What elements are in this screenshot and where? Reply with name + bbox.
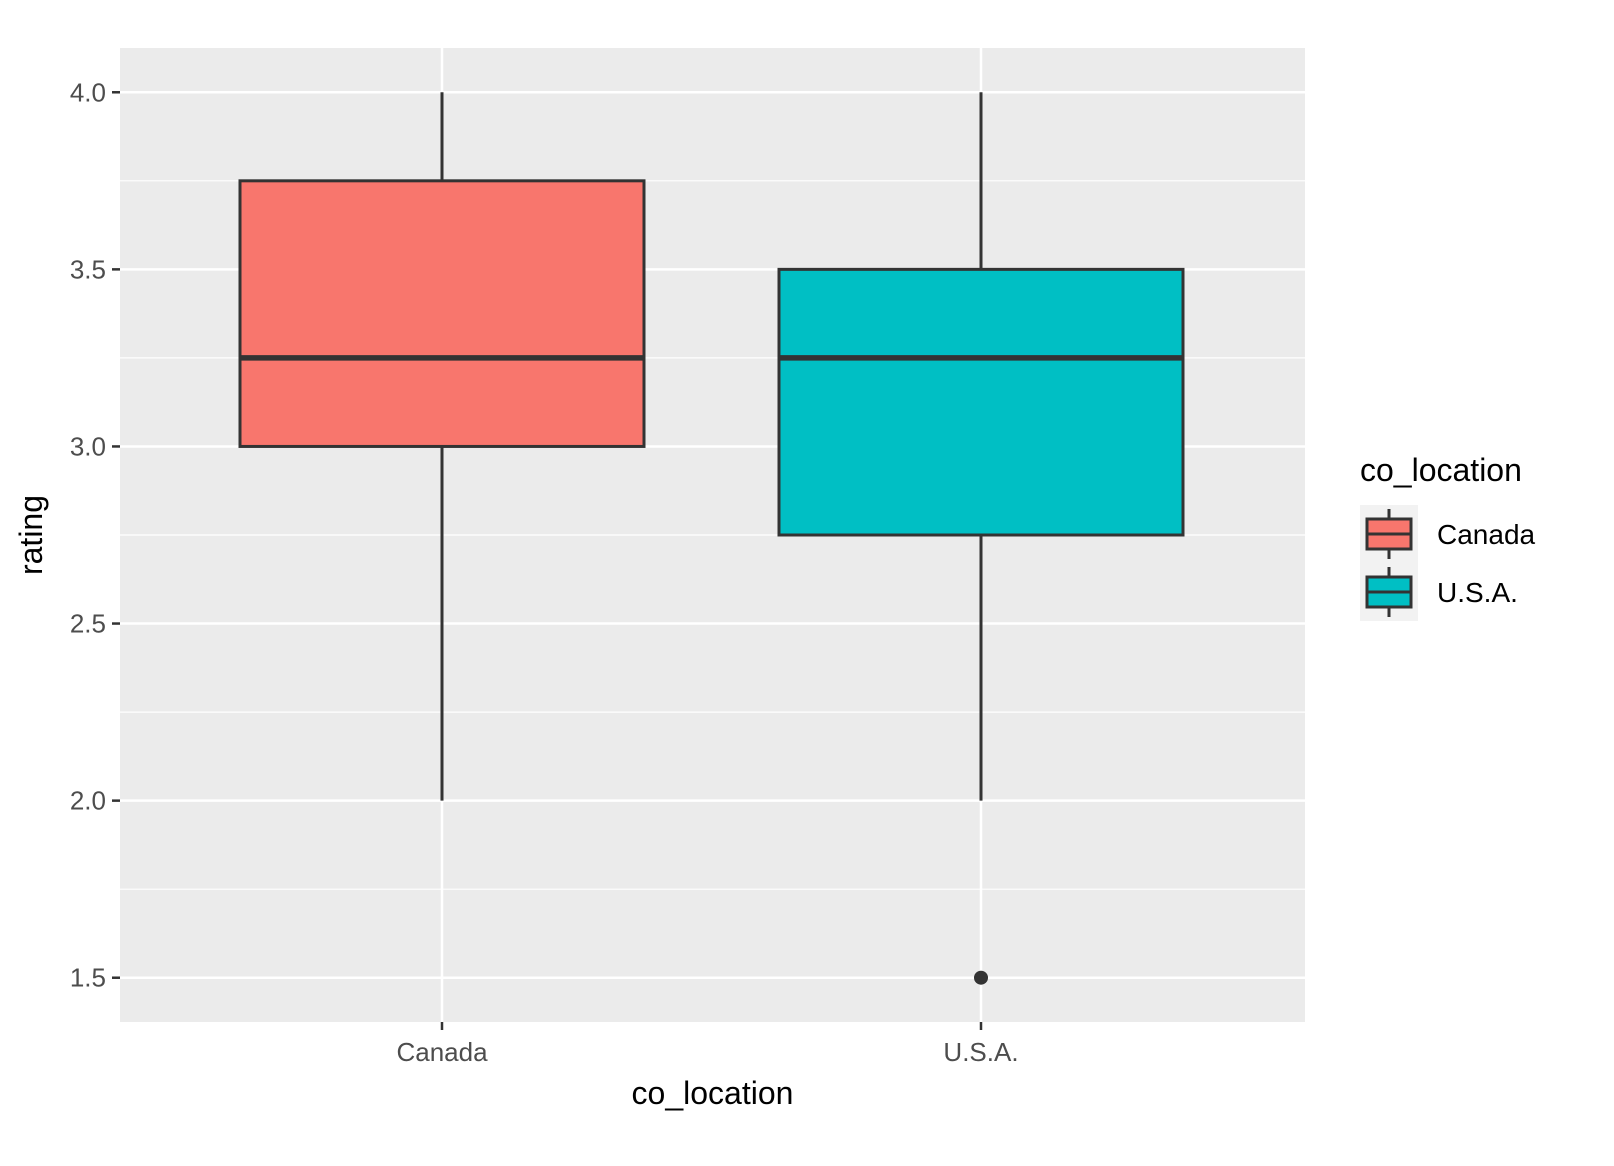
- x-axis-label: co_location: [632, 1075, 794, 1111]
- legend-label: U.S.A.: [1437, 577, 1518, 608]
- x-tick-label: Canada: [396, 1037, 488, 1067]
- y-tick-label: 1.5: [70, 963, 106, 993]
- y-tick-label: 3.0: [70, 431, 106, 461]
- outlier-point: [974, 970, 988, 985]
- legend-title: co_location: [1360, 452, 1522, 488]
- y-tick-label: 3.5: [70, 254, 106, 284]
- legend-label: Canada: [1437, 519, 1536, 550]
- y-tick-label: 4.0: [70, 77, 106, 107]
- y-axis-label: rating: [13, 495, 49, 575]
- box-usa: [777, 267, 1185, 537]
- y-tick-label: 2.0: [70, 786, 106, 816]
- x-tick-label: U.S.A.: [943, 1037, 1018, 1067]
- y-tick-label: 2.5: [70, 609, 106, 639]
- box-canada: [238, 179, 646, 448]
